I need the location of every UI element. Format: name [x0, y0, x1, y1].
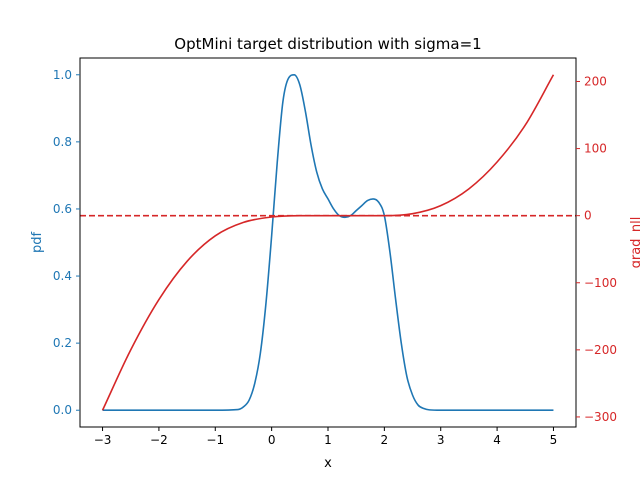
x-tick-label: −2 — [150, 433, 168, 447]
x-tick-label: 4 — [493, 433, 501, 447]
x-tick-label: −1 — [206, 433, 224, 447]
pdf-series-line — [102, 73, 554, 412]
left-y-tick-label: 0.6 — [53, 202, 72, 216]
plot-lines — [80, 73, 576, 412]
x-tick-label: 5 — [550, 433, 558, 447]
left-y-tick-label: 0.2 — [53, 336, 72, 350]
left-y-tick-label: 0.4 — [53, 269, 72, 283]
axes-frame — [79, 57, 577, 428]
x-axis-ticks: −3 −2 −1 0 1 2 3 4 5 — [94, 427, 558, 447]
right-y-tick-label: −300 — [584, 410, 617, 424]
left-y-tick-label: 0.8 — [53, 135, 72, 149]
left-y-axis-ticks: 0.0 0.2 0.4 0.6 0.8 1.0 — [53, 68, 80, 417]
x-tick-label: 2 — [381, 433, 389, 447]
right-y-tick-label: −100 — [584, 276, 617, 290]
x-tick-label: 1 — [324, 433, 332, 447]
x-tick-label: 0 — [268, 433, 276, 447]
right-y-tick-label: 0 — [584, 209, 592, 223]
right-y-tick-label: −200 — [584, 343, 617, 357]
x-tick-label: −3 — [94, 433, 112, 447]
chart-title: OptMini target distribution with sigma=1 — [174, 35, 481, 53]
left-y-tick-label: 1.0 — [53, 68, 72, 82]
right-y-axis-ticks: −300 −200 −100 0 100 200 — [576, 74, 617, 424]
left-y-axis-label: pdf — [30, 232, 45, 254]
right-y-tick-label: 100 — [584, 142, 607, 156]
grad-nll-series-line — [101, 74, 555, 411]
right-y-tick-label: 200 — [584, 74, 607, 88]
x-tick-label: 3 — [437, 433, 445, 447]
right-y-axis-label: grad_nll — [629, 217, 640, 269]
x-axis-label: x — [324, 456, 332, 471]
left-y-tick-label: 0.0 — [53, 403, 72, 417]
